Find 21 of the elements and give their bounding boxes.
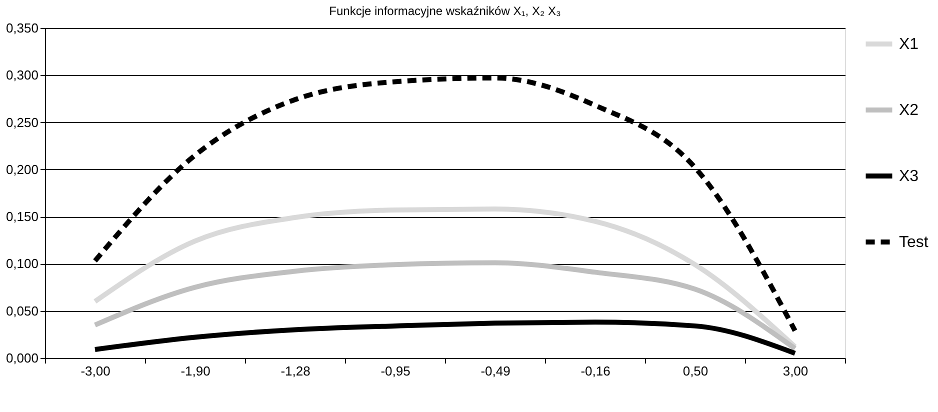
y-tick-label: 0,150: [6, 209, 38, 224]
x-tick-label: 0,50: [682, 364, 708, 378]
y-tick-label: 0,050: [6, 303, 38, 318]
legend-label: X1: [899, 36, 919, 53]
x-tick-label: -0,49: [480, 364, 510, 378]
y-tick-label: 0,000: [6, 350, 38, 366]
y-tick-label: 0,250: [6, 114, 38, 130]
x-tick-label: -0,16: [580, 364, 610, 378]
legend-label: X3: [899, 168, 919, 185]
x-tick-label: -3,00: [80, 364, 110, 378]
y-tick-label: 0,100: [6, 256, 38, 272]
y-tick-label: 0,350: [6, 20, 38, 36]
y-tick-label: 0,300: [6, 68, 38, 83]
x-tick-label: 3,00: [782, 364, 808, 378]
y-tick-label: 0,200: [6, 162, 38, 177]
legend-label: X2: [899, 102, 919, 119]
legend-label: Test: [899, 234, 929, 251]
chart-title: Funkcje informacyjne wskaźników X₁, X₂ X₃: [329, 4, 561, 18]
x-tick-label: -1,90: [180, 364, 210, 378]
x-tick-label: -0,95: [380, 364, 410, 378]
x-tick-label: -1,28: [280, 364, 310, 378]
